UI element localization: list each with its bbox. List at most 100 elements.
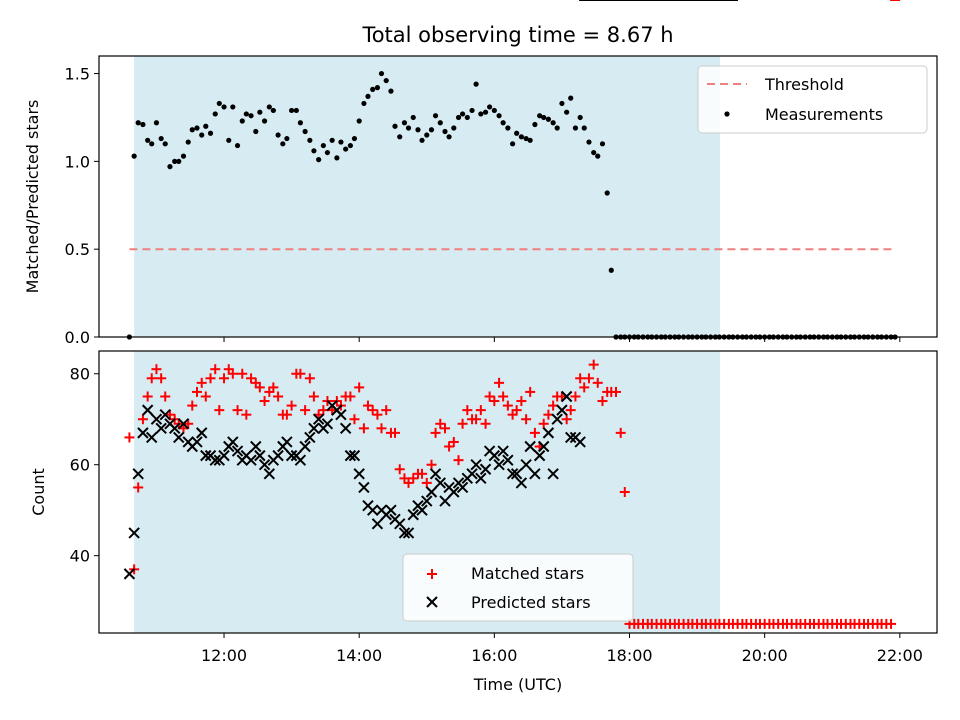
matched-star-point <box>615 427 626 438</box>
predicted-star-point <box>537 440 550 453</box>
measurement-point <box>145 137 151 143</box>
predicted-star-point <box>421 495 433 507</box>
predicted-star-point <box>299 440 311 453</box>
measurement-point <box>135 120 141 126</box>
measurement-point <box>199 132 205 138</box>
bottom-y-tick-label: 40 <box>70 547 90 566</box>
predicted-star-point <box>155 422 167 435</box>
predicted-star-point <box>250 440 262 453</box>
matched-star-point <box>318 405 329 416</box>
predicted-star-point <box>308 422 320 435</box>
matched-star-point <box>246 373 257 384</box>
matched-star-point <box>480 418 491 429</box>
predicted-star-point <box>475 472 487 485</box>
matched-star-point <box>529 427 540 438</box>
matched-star-point <box>295 368 306 379</box>
matched-star-point <box>403 477 414 488</box>
matched-star-point <box>453 455 464 466</box>
matched-star-point <box>273 391 284 402</box>
matched-star-point <box>196 377 207 388</box>
matched-star-point <box>494 377 505 388</box>
measurement-point <box>415 127 421 133</box>
top-y-axis-label: Matched/Predicted stars <box>23 100 42 294</box>
measurement-point <box>253 128 259 135</box>
matched-star-point <box>151 364 162 375</box>
predicted-star-point <box>272 449 284 462</box>
measurement-point <box>451 125 457 131</box>
matched-star-point <box>137 414 148 425</box>
matched-star-point <box>548 400 559 411</box>
predicted-star-point <box>574 436 586 448</box>
predicted-star-point <box>123 568 136 580</box>
measurement-point <box>577 114 583 121</box>
predicted-star-point <box>159 408 171 421</box>
predicted-star-point <box>177 418 190 430</box>
measurement-point <box>419 137 425 143</box>
matched-star-point <box>484 391 495 402</box>
bottom-legend: Matched stars Predicted stars <box>402 553 634 622</box>
predicted-star-point <box>529 468 541 480</box>
measurement-point <box>473 81 479 87</box>
predicted-star-points <box>123 0 738 580</box>
predicted-star-point <box>285 449 298 462</box>
matched-star-point <box>349 414 360 425</box>
predicted-star-point <box>560 390 573 403</box>
legend-matched-swatch <box>427 569 437 579</box>
top-panel-frame <box>98 55 938 338</box>
predicted-star-point <box>141 404 154 416</box>
legend-measurements-label: Measurements <box>765 105 883 124</box>
measurement-point <box>293 107 299 114</box>
measurement-point <box>374 85 381 91</box>
measurement-point <box>572 125 579 131</box>
matched-star-point <box>521 414 532 425</box>
matched-star-point <box>421 477 432 488</box>
measurement-point <box>523 135 529 142</box>
measurement-point <box>527 137 533 143</box>
predicted-star-point <box>448 486 460 498</box>
predicted-star-point <box>146 431 158 444</box>
matched-star-point <box>358 423 369 434</box>
measurement-point <box>383 77 389 84</box>
matched-star-point <box>241 409 252 420</box>
matched-star-point <box>367 405 378 416</box>
legend-measurements-swatch <box>724 111 730 117</box>
measurement-point <box>334 155 340 161</box>
measurement-point <box>595 153 601 159</box>
predicted-star-point <box>371 518 384 530</box>
measurement-point <box>243 111 249 117</box>
predicted-star-point <box>168 422 181 435</box>
predicted-star-point <box>547 468 559 480</box>
x-axis-label: Time (UTC) <box>473 675 562 694</box>
measurement-point <box>311 148 317 154</box>
predicted-star-point <box>565 431 577 444</box>
predicted-star-point <box>398 527 411 539</box>
measurement-point <box>234 142 241 149</box>
measurement-point <box>586 139 592 145</box>
predicted-star-point <box>439 495 451 507</box>
matched-star-point <box>583 373 594 384</box>
legend-matched-label: Matched stars <box>471 564 584 583</box>
predicted-star-point <box>150 413 163 425</box>
measurement-point <box>487 104 493 110</box>
predicted-star-point <box>551 413 563 425</box>
measurement-point <box>172 158 178 164</box>
measurement-point <box>581 125 587 131</box>
measurement-point <box>351 135 358 142</box>
measurement-point <box>226 137 232 143</box>
predicted-star-point <box>173 431 185 444</box>
measurement-point <box>343 146 349 152</box>
predicted-star-point <box>281 436 293 448</box>
measurement-point <box>509 141 516 147</box>
matched-star-point <box>200 391 211 402</box>
x-tick-label: 14:00 <box>336 646 382 665</box>
predicted-star-point <box>353 468 365 480</box>
predicted-star-point <box>385 504 397 516</box>
matched-star-point <box>237 368 248 379</box>
predicted-star-point <box>456 481 469 494</box>
measurement-point <box>405 125 412 131</box>
measurement-point <box>261 118 268 124</box>
matched-star-point <box>205 373 216 384</box>
top-panel-ticks: 0.0 0.5 1.0 1.5 <box>65 65 901 347</box>
matched-star-point <box>886 618 897 629</box>
